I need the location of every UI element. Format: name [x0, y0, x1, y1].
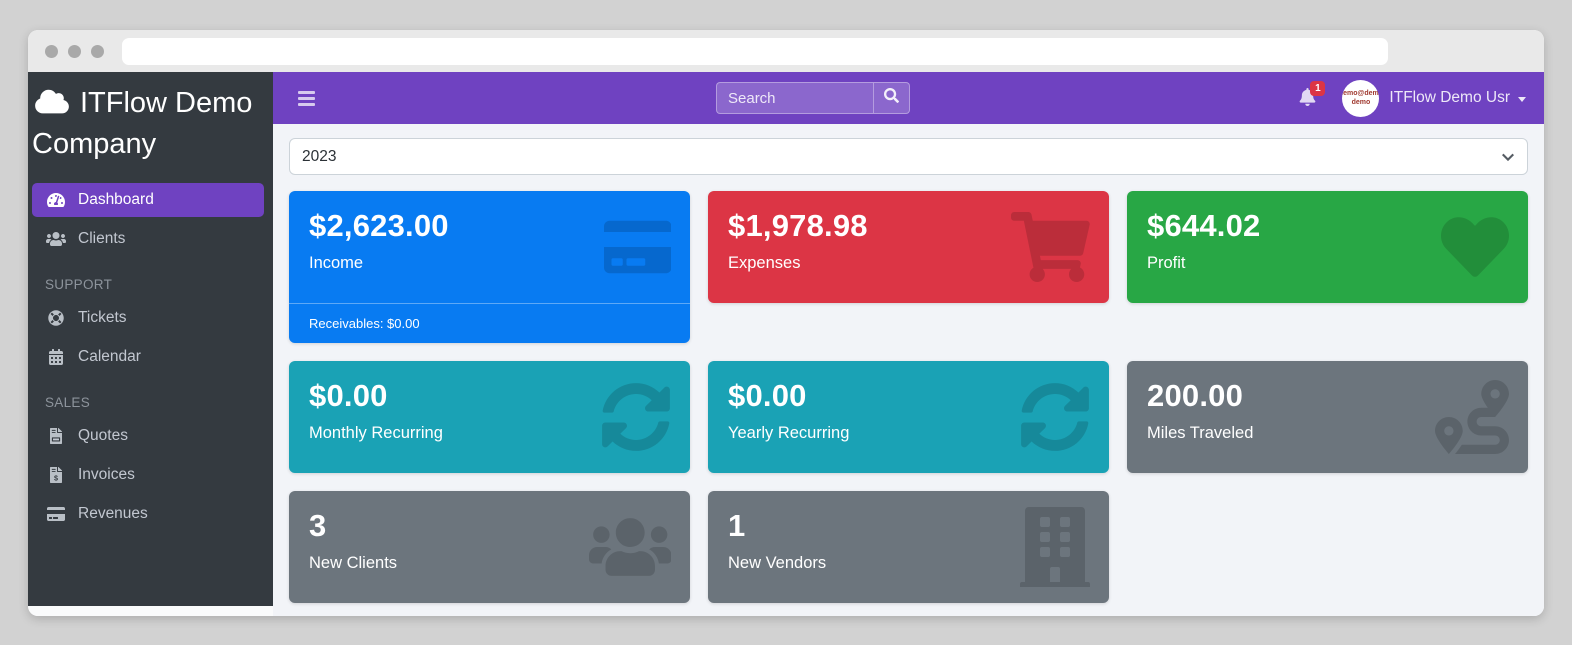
expenses-label: Expenses — [728, 254, 801, 272]
profit-card: $644.02 Profit — [1127, 191, 1528, 303]
sidebar-item-quotes[interactable]: Quotes — [32, 419, 264, 453]
top-navbar: 1 demo@demo demo ITFlow Demo Usr — [273, 72, 1544, 124]
expenses-value: $1,978.98 — [728, 208, 868, 243]
sidebar-item-label: Revenues — [78, 504, 148, 522]
sidebar-item-label: Calendar — [78, 347, 141, 365]
user-menu-button[interactable]: ITFlow Demo Usr — [1389, 89, 1528, 107]
browser-titlebar — [28, 30, 1544, 72]
tachometer-icon — [43, 192, 69, 208]
expenses-card: $1,978.98 Expenses — [708, 191, 1109, 303]
miles-traveled-label: Miles Traveled — [1147, 424, 1254, 442]
navbar-right: 1 demo@demo demo ITFlow Demo Usr — [1299, 79, 1528, 117]
notification-badge: 1 — [1310, 80, 1326, 96]
sidebar: ITFlow Demo Company Dashboard Clients SU… — [28, 72, 273, 606]
profit-value: $644.02 — [1147, 208, 1261, 243]
search-group — [716, 82, 910, 114]
yearly-recurring-value: $0.00 — [728, 378, 807, 413]
search-button[interactable] — [873, 82, 910, 114]
new-clients-label: New Clients — [309, 554, 398, 572]
window-control-dot — [45, 44, 58, 58]
sidebar-item-label: Clients — [78, 229, 126, 247]
avatar-text: demo — [1351, 99, 1371, 106]
income-value: $2,623.00 — [309, 208, 449, 243]
profit-label: Profit — [1147, 254, 1186, 272]
year-select-wrap: 2023 — [289, 138, 1528, 175]
sidebar-section-support: SUPPORT — [45, 276, 113, 292]
shopping-cart-icon — [1011, 212, 1090, 282]
window-controls — [45, 44, 104, 58]
caret-down-icon — [1518, 96, 1526, 102]
life-ring-icon — [43, 309, 69, 326]
new-vendors-value: 1 — [728, 508, 746, 543]
monthly-recurring-label: Monthly Recurring — [309, 424, 443, 442]
sync-icon — [601, 382, 671, 452]
new-vendors-card: 1 New Vendors — [708, 491, 1109, 603]
url-bar[interactable] — [122, 37, 1388, 65]
monthly-recurring-value: $0.00 — [309, 378, 388, 413]
sidebar-item-label: Dashboard — [78, 190, 154, 208]
file-invoice-dollar-icon: $ — [43, 466, 69, 483]
yearly-recurring-card: $0.00 Yearly Recurring — [708, 361, 1109, 473]
miles-traveled-value: 200.00 — [1147, 378, 1244, 413]
sidebar-item-label: Tickets — [78, 308, 127, 326]
route-icon — [1435, 380, 1509, 454]
browser-window: ITFlow Demo Company Dashboard Clients SU… — [28, 30, 1544, 616]
sidebar-item-revenues[interactable]: Revenues — [32, 497, 264, 531]
yearly-recurring-label: Yearly Recurring — [728, 424, 850, 442]
sidebar-item-calendar[interactable]: Calendar — [32, 340, 264, 374]
notifications-button[interactable]: 1 — [1299, 80, 1326, 111]
new-clients-card: 3 New Clients — [289, 491, 690, 603]
income-card: $2,623.00 Income Receivables: $0.00 — [289, 191, 690, 343]
search-input[interactable] — [716, 82, 873, 114]
sidebar-item-clients[interactable]: Clients — [32, 222, 264, 256]
miles-traveled-card: 200.00 Miles Traveled — [1127, 361, 1528, 473]
income-label: Income — [309, 254, 364, 272]
monthly-recurring-card: $0.00 Monthly Recurring — [289, 361, 690, 473]
building-icon — [1020, 507, 1090, 587]
search-icon — [884, 88, 899, 108]
calendar-icon — [43, 348, 69, 365]
users-icon — [588, 514, 671, 580]
credit-card-icon — [603, 217, 671, 277]
avatar-text: demo@demo — [1342, 89, 1379, 97]
brand[interactable]: ITFlow Demo Company — [28, 72, 273, 174]
users-icon — [43, 231, 69, 247]
year-select[interactable]: 2023 — [289, 138, 1528, 175]
brand-text: ITFlow Demo Company — [32, 87, 253, 161]
sidebar-item-tickets[interactable]: Tickets — [32, 301, 264, 335]
sidebar-item-invoices[interactable]: $ Invoices — [32, 458, 264, 492]
sidebar-item-label: Invoices — [78, 465, 135, 483]
cloud-icon — [32, 87, 72, 125]
sidebar-section-sales: SALES — [45, 394, 91, 410]
new-vendors-label: New Vendors — [728, 554, 827, 572]
dashboard-content: 2023 $2,623.00 Income Receivables: $0.00 — [273, 124, 1544, 616]
heart-icon — [1441, 213, 1509, 281]
window-control-dot — [68, 44, 81, 58]
credit-card-icon — [43, 506, 69, 522]
sync-icon — [1020, 382, 1090, 452]
avatar[interactable]: demo@demo demo — [1342, 79, 1380, 117]
window-control-dot — [91, 44, 104, 58]
user-name: ITFlow Demo Usr — [1389, 89, 1510, 106]
svg-text:$: $ — [54, 474, 58, 482]
sidebar-menu: Dashboard Clients SUPPORT Tickets Calend… — [28, 180, 273, 536]
file-quote-icon — [43, 427, 69, 444]
stat-card-grid: $2,623.00 Income Receivables: $0.00 $1,9… — [289, 191, 1528, 603]
sidebar-item-dashboard[interactable]: Dashboard — [32, 182, 264, 217]
sidebar-toggle-button[interactable] — [296, 87, 317, 110]
new-clients-value: 3 — [309, 508, 327, 543]
sidebar-item-label: Quotes — [78, 426, 128, 444]
income-footer: Receivables: $0.00 — [289, 303, 690, 343]
